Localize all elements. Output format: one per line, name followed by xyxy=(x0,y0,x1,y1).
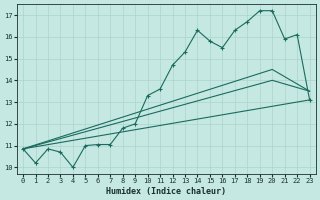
X-axis label: Humidex (Indice chaleur): Humidex (Indice chaleur) xyxy=(106,187,226,196)
